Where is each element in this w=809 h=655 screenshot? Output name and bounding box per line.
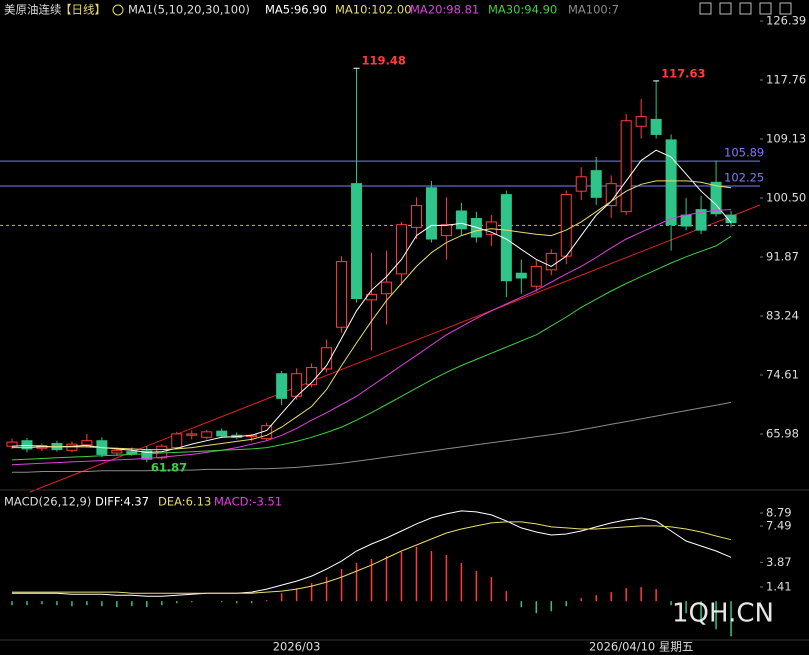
legend-entry: DIFF:4.37 (95, 495, 149, 509)
y-tick-label: 7.49 (766, 519, 792, 533)
legend-entry: MA30:94.90 (488, 3, 557, 17)
indicator-line (12, 521, 732, 594)
candle-body (321, 347, 333, 370)
candle-body (680, 214, 692, 227)
candle-body (425, 187, 437, 240)
candle-body (665, 139, 677, 226)
indicator: MA1(5,10,20,30,100) (128, 3, 250, 17)
indicator-line (12, 180, 732, 451)
legend-entry: DEA:6.13 (158, 495, 211, 509)
icon-minus[interactable] (739, 2, 752, 15)
y-tick-label: 126.39 (766, 14, 806, 28)
candle-body (515, 272, 527, 279)
legend-entry: MA20:98.81 (410, 3, 479, 17)
candle-body (695, 209, 707, 231)
candle-body (126, 451, 138, 455)
candle-body (710, 181, 722, 215)
candle-body (440, 224, 452, 237)
candle-body (336, 261, 348, 328)
candle-body (111, 449, 123, 454)
candle-body (81, 440, 93, 446)
x-tick-label: 2026/03 (273, 640, 321, 654)
candle-body (620, 120, 632, 213)
candle-body (455, 210, 467, 230)
candle-body (410, 205, 422, 228)
candle-body (21, 440, 33, 450)
candle-body (216, 430, 228, 437)
y-tick-label: 65.98 (766, 427, 799, 441)
icon-grid[interactable] (719, 2, 732, 15)
candle-body (201, 431, 213, 438)
candle-body (635, 116, 647, 127)
candle-body (545, 252, 557, 271)
candle-body (650, 118, 662, 135)
candle-body (351, 183, 363, 300)
x-tick-label: 2026/04/10 星期五 (589, 640, 693, 654)
peak-label: 119.48 (362, 54, 406, 68)
candle-body (530, 265, 542, 287)
candle-body (381, 281, 392, 295)
indicator-line (11, 209, 732, 466)
candle-body (725, 214, 737, 224)
chart-title: 美原油连续 (4, 3, 62, 17)
macd-title: MACD(26,12,9) (4, 495, 91, 509)
toolbar-icons[interactable] (699, 2, 792, 15)
candle-body (395, 224, 407, 275)
candle-body (485, 221, 497, 235)
period: 【日线】 (60, 3, 106, 17)
candle-body (171, 433, 183, 449)
watermark: 1QH.CN (672, 599, 774, 629)
icon-window[interactable] (759, 2, 772, 15)
peak-label: 117.63 (661, 66, 705, 80)
indicator-line (12, 510, 732, 597)
y-tick-label: 91.87 (766, 250, 799, 264)
legend-entry: MA100:7 (568, 3, 619, 17)
legend-entry: MA10:102.00 (335, 3, 412, 17)
candle-body (276, 373, 288, 399)
candle-body (186, 433, 198, 436)
y-tick-label: 74.61 (766, 368, 799, 382)
candle-body (590, 170, 602, 198)
indicator-line (12, 401, 732, 473)
h-line-label: 105.89 (724, 146, 764, 160)
y-tick-label: 117.76 (766, 73, 806, 87)
y-tick-label: 83.24 (766, 309, 799, 323)
candle-body (306, 367, 318, 386)
indicator-line (11, 235, 732, 461)
h-line-label: 102.25 (724, 171, 764, 185)
y-tick-label: 100.50 (766, 191, 806, 205)
low-label: 61.87 (151, 461, 187, 475)
candle-body (605, 183, 617, 207)
legend-entry: MACD:-3.51 (214, 495, 282, 509)
y-tick-label: 109.13 (766, 132, 806, 146)
candle-body (560, 194, 572, 257)
legend-entry: MA5:96.90 (265, 3, 327, 17)
icon-close[interactable] (779, 2, 792, 15)
candle-body (500, 194, 512, 282)
icon-collapse[interactable] (112, 4, 124, 16)
y-tick-label: 1.41 (766, 580, 792, 594)
y-tick-label: 8.79 (766, 506, 792, 520)
candle-body (575, 176, 587, 192)
trend-line (29, 204, 761, 493)
icon-settings[interactable] (699, 2, 712, 15)
candle-body (141, 450, 153, 460)
y-tick-label: 3.87 (766, 555, 792, 569)
